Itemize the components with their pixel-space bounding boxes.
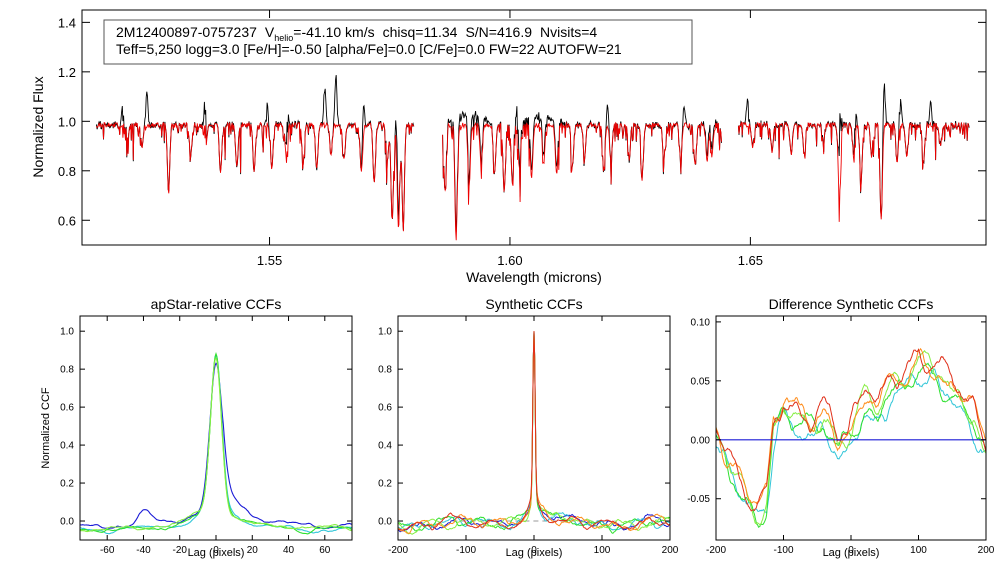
apstar-ccf-ytick-label: 0.0 — [60, 517, 74, 528]
synthetic-ccf-x-axis-title: Lag (pixels) — [506, 547, 563, 559]
apstar-ccf-axes-frame — [79, 315, 353, 541]
info-box: 2M12400897-0757237 Vhelio=-41.10 km/s chis… — [103, 19, 693, 65]
synthetic-ccf-xtick-label: -100 — [456, 545, 476, 556]
v-helio-label: V — [265, 24, 275, 40]
synthetic-ccf-xtick-label: 200 — [662, 545, 679, 556]
apstar-ccf-xtick-label: 20 — [247, 545, 259, 556]
synthetic-ccf-line-visit-6 — [397, 331, 671, 531]
difference-ccf-line-visit-4 — [715, 350, 987, 526]
spectrum-ytick-label: 1.4 — [58, 15, 76, 30]
ccf-line-visit-2 — [79, 354, 352, 535]
difference-ccf-title: Difference Synthetic CCFs — [769, 296, 934, 312]
difference-ccf-xtick-label: 0 — [848, 545, 854, 556]
difference-ccf-lines — [715, 347, 987, 528]
v-helio-value: =-41.10 km/s — [293, 24, 374, 40]
synthetic-ccf-xtick-label: 0 — [531, 545, 537, 556]
spectrum-x-axis-title: Wavelength (microns) — [466, 269, 602, 285]
info-line-1: 2M12400897-0757237 Vhelio=-41.10 km/s chis… — [116, 24, 597, 43]
difference-ccf-panel: Difference Synthetic CCFs -200 -100 0 100 20… — [687, 296, 995, 559]
star-id: 2M12400897-0757237 — [116, 24, 257, 40]
difference-ccf-ytick-label: 0.05 — [691, 376, 711, 387]
model-spectrum-chip-3 — [737, 121, 970, 222]
synthetic-ccf-xtick-label: -200 — [388, 545, 408, 556]
synthetic-ccf-ytick-label: 0.4 — [378, 441, 392, 452]
spectrum-axes-frame — [81, 9, 987, 246]
apstar-ccf-ytick-label: 0.6 — [60, 403, 74, 414]
difference-ccf-line-visit-5 — [715, 347, 987, 505]
apstar-ccf-ytick-label: 0.4 — [60, 441, 74, 452]
apstar-ccf-x-axis-title: Lag (pixels) — [188, 547, 245, 559]
chisq-text: chisq=11.34 — [383, 24, 458, 40]
difference-ccf-xtick-label: 200 — [978, 545, 995, 556]
apstar-ccf-xtick-label: 40 — [283, 545, 295, 556]
v-helio-sub: helio — [274, 33, 293, 43]
synthetic-ccf-ytick-label: 0.2 — [378, 479, 392, 490]
info-line-2: Teff=5,250 logg=3.0 [Fe/H]=-0.50 [alpha/… — [116, 41, 622, 57]
model-spectrum-layer — [96, 121, 970, 241]
apstar-ccf-xtick-label: -40 — [136, 545, 151, 556]
apstar-ccf-xtick-label: 0 — [213, 545, 219, 556]
model-spectrum-chip-2 — [442, 121, 722, 241]
difference-ccf-ytick-label: 0.00 — [691, 435, 711, 446]
ccf-line-visit-1 — [79, 362, 353, 530]
sn-text: S/N=416.9 — [465, 24, 532, 40]
apstar-ccf-ytick-label: 0.8 — [60, 365, 74, 376]
synthetic-ccf-line-visit-2 — [397, 331, 671, 531]
difference-ccf-xtick-label: -100 — [773, 545, 793, 556]
spectrum-xtick-label: 1.55 — [257, 253, 282, 268]
synthetic-ccf-ytick-label: 0.8 — [378, 365, 392, 376]
spectrum-xtick-label: 1.65 — [738, 253, 763, 268]
apstar-ccf-xtick-label: -20 — [173, 545, 188, 556]
difference-ccf-xtick-label: -200 — [706, 545, 726, 556]
spectrum-ticks: 1.55 1.60 1.65 0.6 0.8 1.0 1.2 1.4 — [58, 10, 986, 268]
synthetic-ccf-ytick-label: 0.0 — [378, 517, 392, 528]
synthetic-ccf-xtick-label: 100 — [594, 545, 611, 556]
spectrum-ytick-label: 0.8 — [58, 164, 76, 179]
synthetic-ccf-line-visit-5 — [397, 331, 671, 534]
spectrum-ytick-label: 1.2 — [58, 65, 76, 80]
observed-spectrum-chip-3 — [737, 83, 970, 217]
synthetic-ccf-line-visit-1 — [397, 331, 671, 533]
ccf-line-visit-4 — [79, 357, 353, 533]
spectrum-y-axis-title: Normalized Flux — [30, 76, 46, 177]
ccf-line-visit-3 — [79, 352, 353, 535]
observed-spectrum-chip-2 — [442, 104, 722, 233]
spectrum-ytick-label: 1.0 — [58, 114, 76, 129]
apstar-ccf-panel: apStar-relative CCFs -60 -40 -20 0 20 40 60 0.0… — [40, 296, 353, 559]
synthetic-ccf-ytick-label: 1.0 — [378, 327, 392, 338]
synthetic-ccf-line-visit-3 — [397, 331, 671, 534]
model-spectrum-chip-1 — [96, 121, 415, 232]
apstar-ccf-y-axis-title: Normalized CCF — [40, 387, 52, 469]
difference-ccf-ytick-label: -0.05 — [687, 494, 710, 505]
apstar-ccf-title: apStar-relative CCFs — [151, 296, 282, 312]
spectrum-xtick-label: 1.60 — [497, 253, 522, 268]
synthetic-ccf-panel: Synthetic CCFs -200 -100 0 100 200 0.0 0.2 0.4 0… — [378, 296, 679, 559]
difference-ccf-line-visit-2 — [715, 368, 987, 515]
synthetic-ccf-ytick-label: 0.6 — [378, 403, 392, 414]
difference-ccf-xtick-label: 100 — [910, 545, 927, 556]
apstar-ccf-ticks: -60 -40 -20 0 20 40 60 0.0 0.2 0.4 0.6 0.8 1.0 — [60, 316, 352, 556]
difference-ccf-ticks: -200 -100 0 100 200 -0.05 0.00 0.05 0.10 — [687, 316, 995, 556]
apstar-ccf-ytick-label: 1.0 — [60, 327, 74, 338]
synthetic-ccf-line-visit-4 — [397, 331, 670, 535]
spectrum-ytick-label: 0.6 — [58, 213, 76, 228]
synthetic-ccf-title: Synthetic CCFs — [485, 296, 582, 312]
info-box-frame — [103, 19, 693, 65]
synthetic-ccf-lines — [397, 331, 671, 535]
difference-ccf-ytick-label: 0.10 — [691, 317, 711, 328]
apstar-ccf-ytick-label: 0.2 — [60, 479, 74, 490]
synthetic-ccf-ticks: -200 -100 0 100 200 0.0 0.2 0.4 0.6 0.8 1.0 — [378, 316, 679, 556]
nvisits-text: Nvisits=4 — [540, 24, 597, 40]
difference-ccf-x-axis-title: Lag (pixels) — [823, 547, 880, 559]
apstar-ccf-xtick-label: -60 — [100, 545, 115, 556]
apstar-ccf-lines — [79, 352, 353, 535]
difference-ccf-line-visit-6 — [715, 348, 987, 512]
spectrum-panel: 1.55 1.60 1.65 0.6 0.8 1.0 1.2 1.4 2M12400897-0… — [30, 9, 987, 285]
apstar-ccf-xtick-label: 60 — [319, 545, 331, 556]
